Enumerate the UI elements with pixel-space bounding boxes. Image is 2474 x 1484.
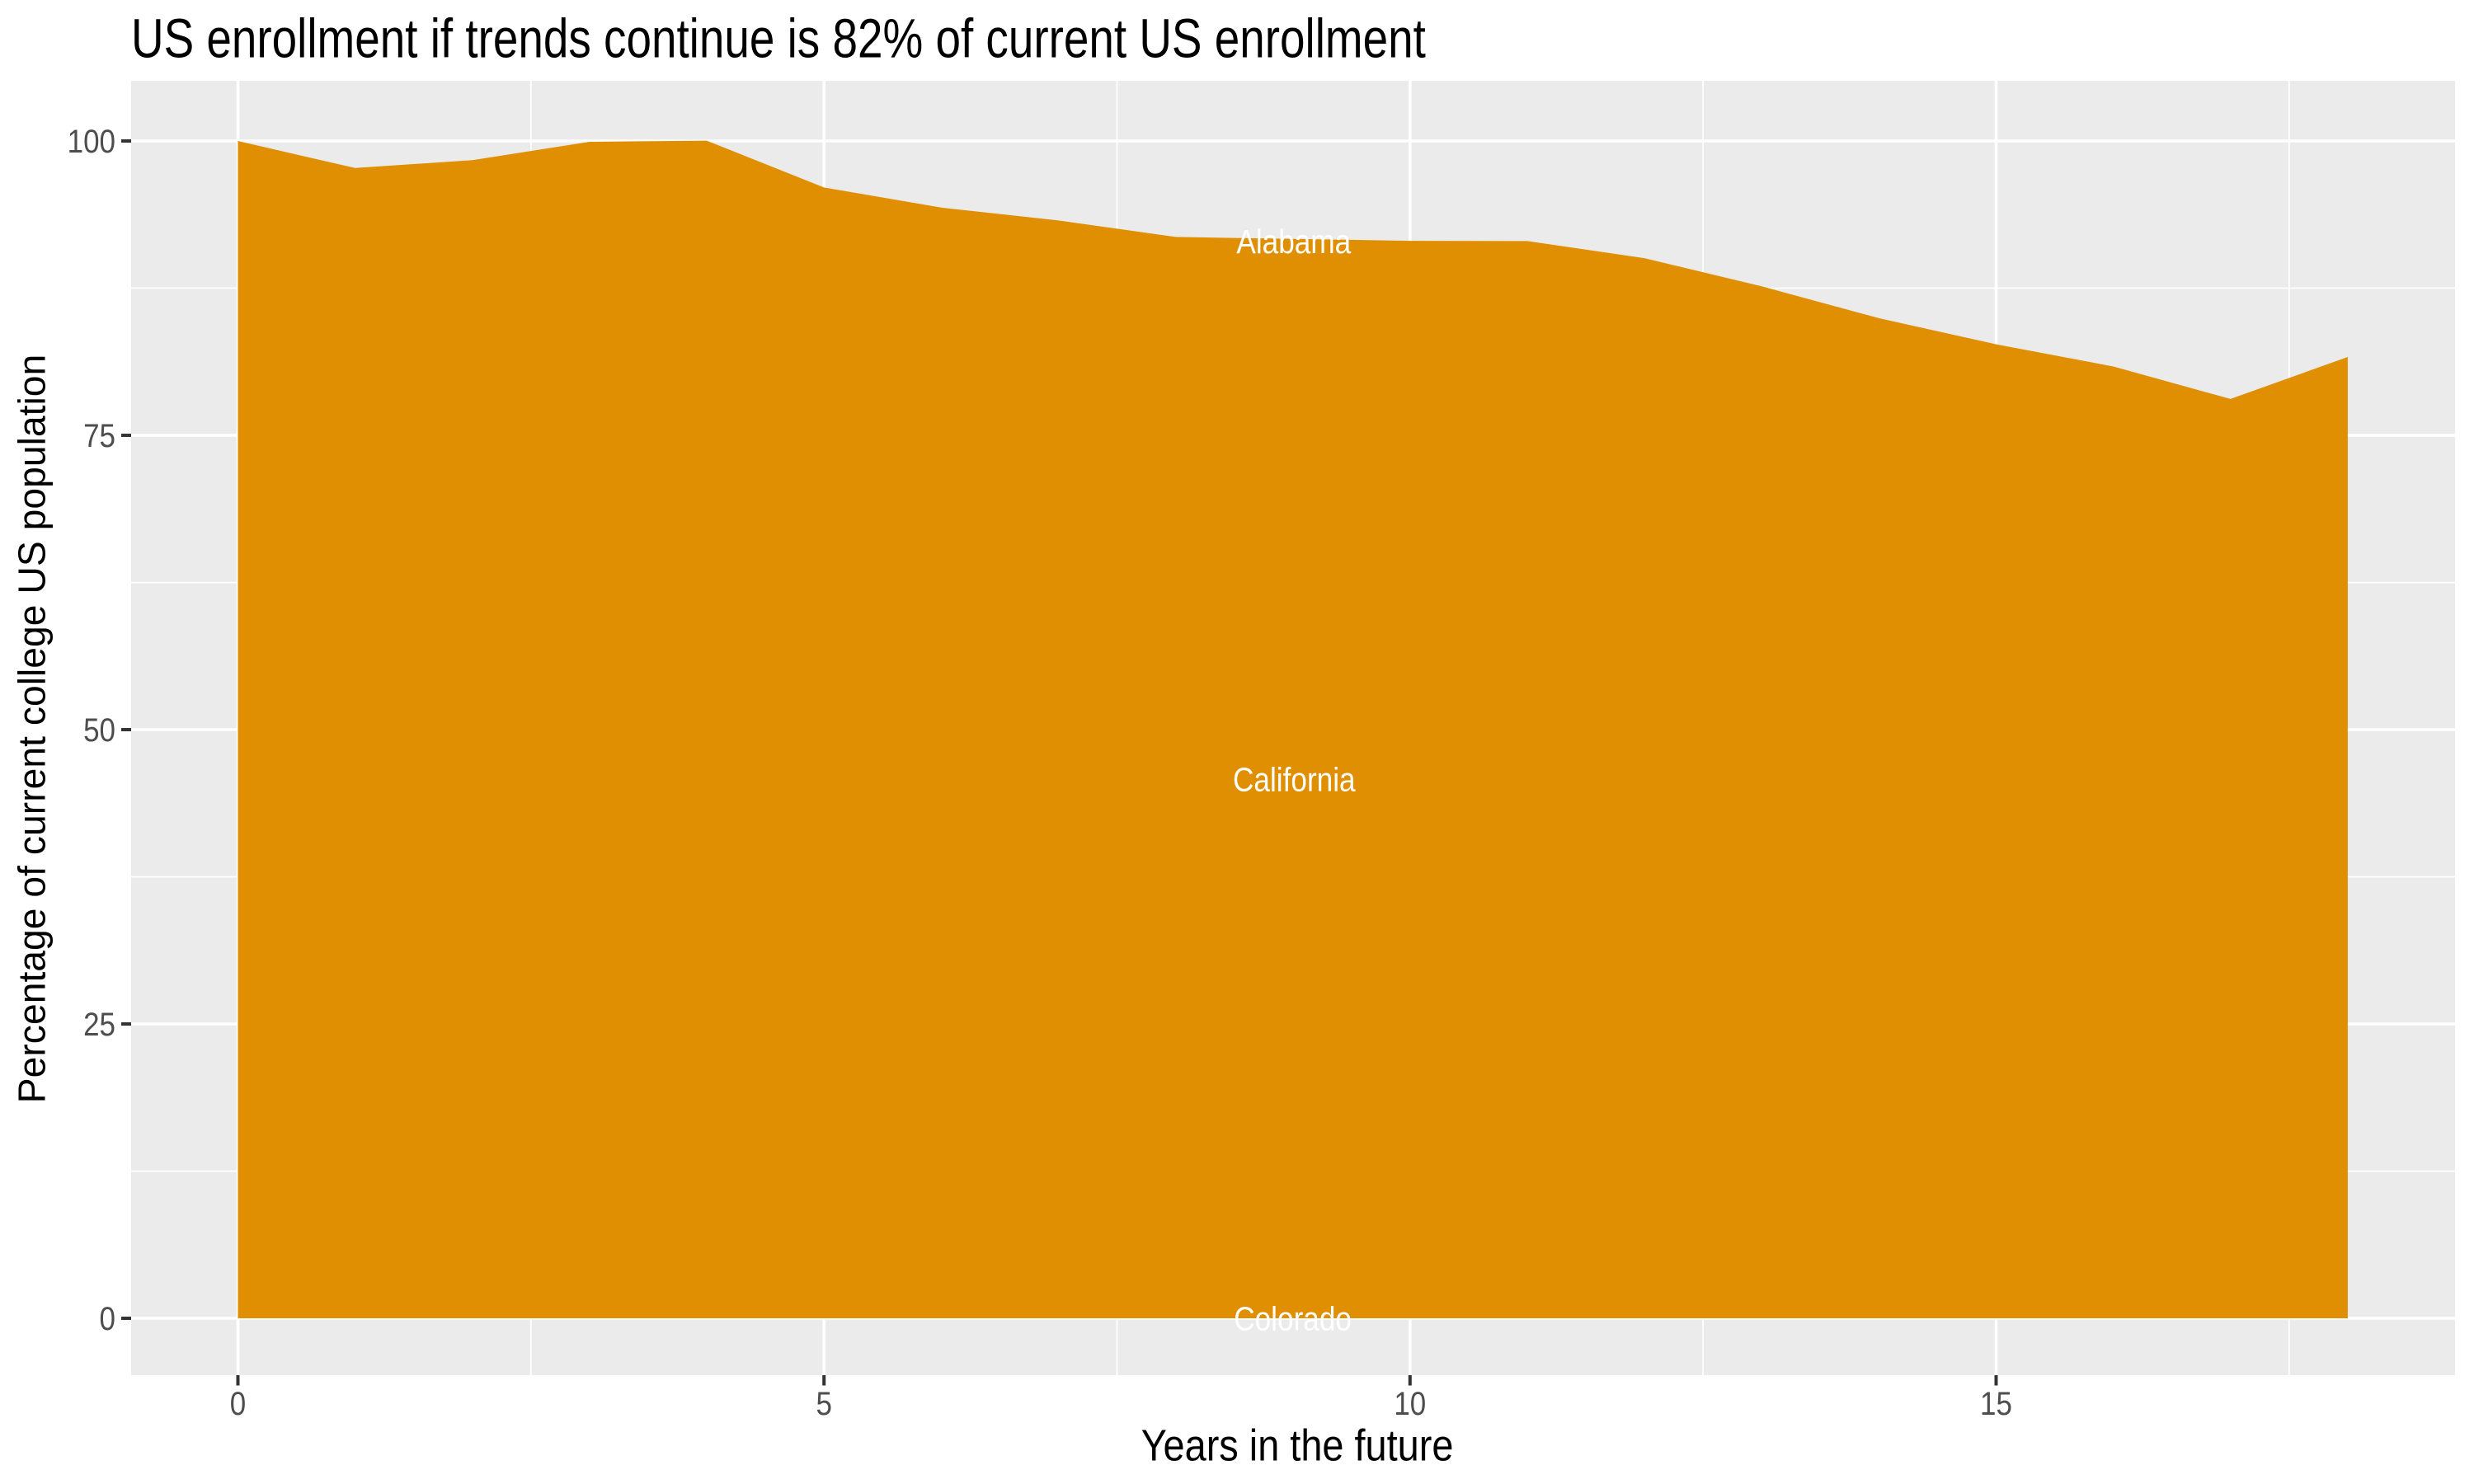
svg-text:75: 75: [83, 417, 115, 454]
svg-text:Colorado: Colorado: [1234, 1301, 1352, 1338]
svg-text:0: 0: [100, 1300, 115, 1337]
svg-text:50: 50: [83, 711, 115, 749]
svg-text:25: 25: [83, 1006, 115, 1043]
svg-text:Alabama: Alabama: [1236, 224, 1352, 261]
svg-text:10: 10: [1394, 1385, 1426, 1422]
svg-text:US enrollment if trends contin: US enrollment if trends continue is 82% …: [131, 7, 1426, 68]
svg-text:Percentage of current college: Percentage of current college US populat…: [11, 355, 54, 1104]
svg-text:5: 5: [816, 1385, 831, 1422]
svg-text:0: 0: [230, 1385, 246, 1422]
svg-text:Years in the future: Years in the future: [1141, 1420, 1454, 1470]
svg-text:California: California: [1233, 762, 1356, 799]
svg-text:15: 15: [1980, 1385, 2012, 1422]
svg-text:100: 100: [68, 123, 115, 160]
